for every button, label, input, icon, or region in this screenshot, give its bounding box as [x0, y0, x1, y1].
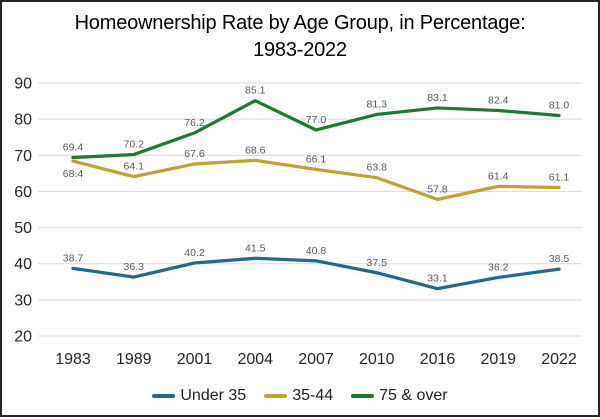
data-label: 57.8: [427, 183, 448, 195]
data-label: 63.8: [367, 162, 388, 174]
data-label: 81.0: [549, 100, 570, 112]
data-label: 41.5: [245, 242, 266, 254]
data-label: 83.1: [427, 92, 448, 104]
x-tick-label: 2007: [298, 351, 334, 368]
data-label: 77.0: [306, 114, 327, 126]
y-tick-label: 80: [14, 112, 32, 129]
data-label: 36.2: [488, 261, 509, 273]
data-label: 38.5: [549, 253, 570, 265]
data-label: 70.2: [124, 139, 145, 151]
chart-title-line-1: Homeownership Rate by Age Group, in Perc…: [74, 12, 526, 34]
x-tick-label: 2022: [541, 351, 577, 368]
legend: Under 35 35-44 75 & over: [2, 387, 598, 405]
series-line-35-44: [71, 158, 561, 202]
chart-title-line-2: 1983-2022: [253, 39, 347, 61]
series-line-75-over: [71, 99, 561, 160]
series-line-under-35: [71, 256, 561, 291]
data-label: 61.4: [488, 170, 509, 182]
x-tick-label: 2016: [420, 351, 456, 368]
legend-swatch: [264, 394, 288, 398]
x-tick-label: 2001: [177, 351, 213, 368]
data-label: 68.6: [245, 144, 266, 156]
data-label: 82.4: [488, 94, 509, 106]
x-tick-label: 1983: [55, 351, 91, 368]
data-label: 64.1: [124, 161, 145, 173]
x-tick-label: 1989: [116, 351, 152, 368]
y-tick-label: 40: [14, 256, 32, 273]
data-label: 36.3: [124, 261, 145, 273]
data-label: 68.4: [63, 168, 84, 180]
y-tick-label: 70: [14, 148, 32, 165]
x-tick-label: 2010: [359, 351, 395, 368]
y-tick-label: 20: [14, 329, 32, 346]
data-label: 38.7: [63, 252, 84, 264]
data-label: 69.4: [63, 141, 84, 153]
data-label: 67.6: [184, 148, 205, 160]
data-label: 76.2: [184, 117, 205, 129]
y-tick-label: 90: [14, 76, 32, 93]
data-label: 37.5: [367, 257, 388, 269]
legend-label: 35-44: [292, 387, 334, 404]
data-label: 66.1: [306, 153, 327, 165]
y-tick-label: 30: [14, 292, 32, 309]
data-label: 85.1: [245, 85, 266, 97]
y-tick-label: 60: [14, 184, 32, 201]
data-label: 81.3: [367, 98, 388, 110]
data-label: 40.2: [184, 247, 205, 259]
x-tick-label: 2004: [237, 351, 273, 368]
data-label: 61.1: [549, 171, 570, 183]
legend-item-35-44: 35-44: [264, 387, 333, 405]
legend-swatch: [351, 394, 375, 398]
legend-item-under-35: Under 35: [152, 387, 246, 405]
legend-item-75-over: 75 & over: [351, 387, 448, 405]
legend-label: Under 35: [180, 387, 247, 404]
data-label: 40.8: [306, 245, 327, 257]
y-tick-label: 50: [14, 220, 32, 237]
x-tick-label: 2019: [480, 351, 516, 368]
data-label: 33.1: [427, 273, 448, 285]
legend-swatch: [152, 394, 176, 398]
legend-label: 75 & over: [379, 387, 448, 404]
chart-title: Homeownership Rate by Age Group, in Perc…: [2, 10, 598, 64]
